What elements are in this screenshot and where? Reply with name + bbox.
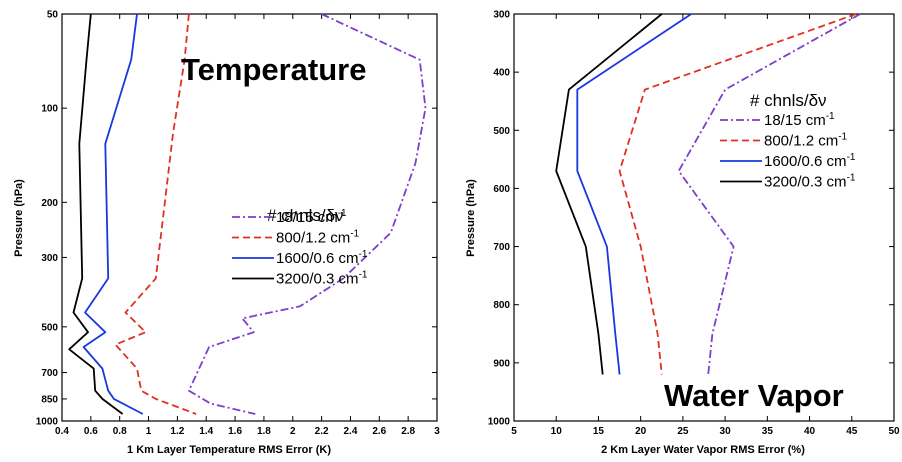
temperature-y-label: Pressure (hPa) [13, 179, 25, 257]
temperature-x-tick-label: 3 [434, 426, 440, 437]
temperature-y-tick-label: 1000 [36, 417, 59, 428]
temperature-y-tick-label: 50 [47, 10, 59, 21]
water-vapor-x-tick-label: 20 [635, 426, 647, 437]
temperature-legend-entry-3200-0-3-cm-1: 3200/0.3 cm-1 [276, 270, 368, 288]
water-vapor-x-tick-label: 40 [804, 426, 816, 437]
temperature-chart: 0.4 0.6 0.8 1 1.2 1.4 1.6 1.8 2 2.2 2.4 2.6 2.8 3 50 1… [13, 10, 440, 457]
water-vapor-legend-title: # chnls/δν [750, 91, 827, 110]
temperature-series [68, 13, 427, 415]
temperature-x-tick-label: 2 [290, 426, 296, 437]
temperature-x-tick-label: 0.6 [84, 426, 98, 437]
temperature-y-ticks: 50 100 200 300 500 700 850 1000 [36, 10, 437, 428]
temperature-series-1600-0-6-cm-1 [82, 13, 144, 415]
water-vapor-x-tick-label: 45 [846, 426, 858, 437]
water-vapor-y-tick-label: 700 [493, 242, 510, 253]
temperature-x-tick-label: 1.4 [199, 426, 213, 437]
temperature-x-tick-label: 0.4 [55, 426, 69, 437]
temperature-legend-entry-800-1-2-cm-1: 800/1.2 cm-1 [276, 229, 360, 247]
temperature-y-tick-label: 200 [41, 198, 58, 209]
water-vapor-y-tick-label: 800 [493, 300, 510, 311]
temperature-legend-title: # chnls/δν [267, 206, 344, 225]
temperature-series-800-1-2-cm-1 [114, 13, 197, 415]
water-vapor-y-tick-label: 400 [493, 68, 510, 79]
temperature-x-tick-label: 2.6 [372, 426, 386, 437]
temperature-x-tick-label: 2.8 [401, 426, 415, 437]
temperature-title: Temperature [181, 52, 367, 87]
temperature-x-tick-label: 1.8 [257, 426, 271, 437]
water-vapor-x-ticks: 5 10 15 20 25 30 35 40 45 50 [511, 14, 900, 437]
temperature-plot-frame [61, 13, 438, 422]
water-vapor-y-tick-label: 500 [493, 126, 510, 137]
temperature-y-tick-label: 100 [41, 104, 58, 115]
water-vapor-x-tick-label: 25 [677, 426, 689, 437]
water-vapor-y-tick-label: 900 [493, 358, 510, 369]
temperature-x-tick-label: 2.4 [344, 426, 358, 437]
water-vapor-title: Water Vapor [664, 378, 844, 413]
water-vapor-y-tick-label: 600 [493, 184, 510, 195]
water-vapor-y-label: Pressure (hPa) [465, 179, 477, 257]
temperature-x-ticks: 0.4 0.6 0.8 1 1.2 1.4 1.6 1.8 2 2.2 2.4 2.6 2.8 3 [55, 14, 440, 437]
temperature-x-tick-label: 1 [146, 426, 152, 437]
water-vapor-series-18-15-cm-1 [677, 13, 861, 375]
water-vapor-legend-entry-18-15-cm-1: 18/15 cm-1 [764, 111, 835, 129]
water-vapor-chart: 5 10 15 20 25 30 35 40 45 50 300 400 500 600 700 800 90… [465, 10, 900, 457]
water-vapor-x-tick-label: 15 [593, 426, 605, 437]
temperature-legend-entry-1600-0-6-cm-1: 1600/0.6 cm-1 [276, 249, 368, 267]
temperature-x-tick-label: 1.2 [170, 426, 184, 437]
water-vapor-y-tick-label: 300 [493, 10, 510, 21]
temperature-x-tick-label: 1.6 [228, 426, 242, 437]
temperature-series-3200-0-3-cm-1 [68, 13, 124, 415]
water-vapor-y-tick-label: 1000 [488, 417, 511, 428]
water-vapor-x-tick-label: 35 [762, 426, 774, 437]
water-vapor-plot-frame [513, 13, 895, 422]
temperature-x-tick-label: 2.2 [315, 426, 329, 437]
water-vapor-x-label: 2 Km Layer Water Vapor RMS Error (%) [601, 444, 805, 456]
temperature-y-tick-label: 700 [41, 368, 58, 379]
temperature-legend-entry-18-15-cm-1: 18/15 cm-1 [276, 208, 347, 226]
temperature-series-18-15-cm-1 [187, 13, 427, 415]
temperature-x-label: 1 Km Layer Temperature RMS Error (K) [127, 444, 331, 456]
temperature-y-tick-label: 300 [41, 253, 58, 264]
water-vapor-x-tick-label: 10 [551, 426, 563, 437]
water-vapor-x-tick-label: 5 [511, 426, 517, 437]
temperature-y-tick-label: 850 [41, 394, 58, 405]
water-vapor-series-3200-0-3-cm-1 [555, 13, 663, 375]
water-vapor-x-tick-label: 50 [888, 426, 900, 437]
temperature-x-tick-label: 0.8 [113, 426, 127, 437]
water-vapor-legend-entry-1600-0-6-cm-1: 1600/0.6 cm-1 [764, 152, 856, 170]
water-vapor-y-ticks: 300 400 500 600 700 800 900 1000 [488, 10, 894, 428]
water-vapor-x-tick-label: 30 [720, 426, 732, 437]
water-vapor-series [555, 13, 861, 375]
water-vapor-legend-entry-3200-0-3-cm-1: 3200/0.3 cm-1 [764, 173, 856, 191]
water-vapor-series-800-1-2-cm-1 [618, 13, 857, 375]
temperature-y-tick-label: 500 [41, 322, 58, 333]
water-vapor-legend-entry-800-1-2-cm-1: 800/1.2 cm-1 [764, 132, 848, 150]
water-vapor-series-1600-0-6-cm-1 [576, 13, 692, 375]
